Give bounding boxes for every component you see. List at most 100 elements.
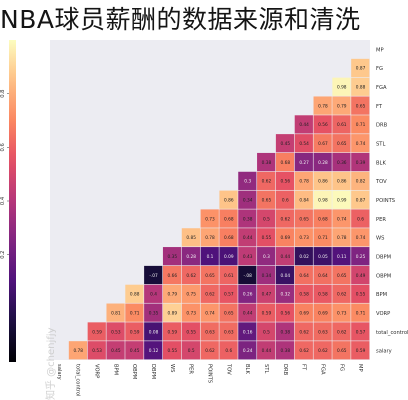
cell-value-label: 0.36 [337,160,347,166]
x-tick-label: FGA [319,364,325,375]
heatmap-cell [351,152,370,172]
heatmap-cell [144,284,163,303]
cell-value-label: 0.5 [263,329,270,335]
cell-value-label: 0.35 [168,254,178,260]
colorbar-tick-label: 0.6 [0,143,6,151]
y-tick-label: FG [376,66,383,72]
cell-value-label: 0.68 [224,216,234,222]
heatmap-cell [162,247,182,266]
cell-value-label: 0.89 [168,310,178,316]
x-tick-label: OBPM [131,364,137,379]
heatmap-cell [351,77,370,96]
x-tick-label: FT [301,364,307,371]
heatmap-cell [200,265,219,285]
heatmap-cell [313,115,332,134]
cell-value-label: 0.73 [186,310,196,316]
cell-value-label: 0.68 [318,216,328,222]
cell-value-label: 0.65 [337,273,347,279]
heatmap-cell [275,134,295,153]
heatmap-cell [294,284,313,303]
heatmap-cell [238,322,257,341]
cell-value-label: 0.56 [281,310,291,316]
heatmap-cell [332,303,351,322]
cell-value-label: 0.82 [356,179,366,185]
heatmap-cell [238,228,257,247]
heatmap-cell [162,322,182,341]
heatmap-cell [294,322,313,341]
cell-value-label: 0.28 [318,160,328,166]
heatmap-cell [219,303,238,322]
heatmap-cell [351,171,370,190]
cell-value-label: 0.59 [262,310,272,316]
heatmap-cell [275,190,295,209]
heatmap-cell [313,341,332,360]
cell-value-label: 0.62 [205,348,215,354]
heatmap-cell [257,265,276,285]
cell-value-label: -.07 [149,273,158,279]
cell-value-label: 0.73 [205,216,215,222]
page-title: NBA球员薪酬的数据来源和清洗 [0,5,361,34]
heatmap-cell [351,228,370,247]
y-tick-label: salary [376,349,392,355]
cell-value-label: 0.24 [243,348,253,354]
heatmap-cell [332,341,351,360]
heatmap-cell [294,341,313,360]
heatmap-cell [294,171,313,190]
cell-value-label: 0.26 [243,292,253,298]
heatmap-cell [181,303,200,322]
cell-value-label: 0.54 [299,141,309,147]
heatmap-cell [257,284,276,303]
heatmap-cell [313,209,332,228]
cell-value-label: 0.34 [243,198,253,204]
cell-value-label: 0.3 [244,179,251,185]
heatmap-cell [332,190,351,209]
heatmap-cell [219,209,238,228]
heatmap-cell [257,322,276,341]
heatmap-cell [332,265,351,285]
cell-value-label: 0.45 [281,141,291,147]
cell-value-label: 0.5 [188,348,195,354]
heatmap-cell [181,247,200,266]
cell-value-label: 0.78 [337,235,347,241]
heatmap-cell [351,190,370,209]
cell-value-label: 0.69 [299,310,309,316]
heatmap-cell [332,171,351,190]
cell-value-label: 0.3 [263,254,270,260]
cell-value-label: 0.59 [168,329,178,335]
heatmap-cell [219,341,238,360]
cell-value-label: 0.67 [318,141,328,147]
heatmap-cell [162,265,182,285]
x-tick-label: salary [56,364,62,380]
heatmap-cell [313,190,332,209]
heatmap-cell [144,341,163,360]
cell-value-label: 0.69 [281,235,291,241]
cell-value-label: 0.02 [299,254,309,260]
cell-value-label: 0.65 [337,141,347,147]
y-tick-label: POINTS [376,198,395,204]
heatmap-cell [257,303,276,322]
y-tick-label: DBPM [376,254,391,260]
heatmap-cell [332,96,351,115]
cell-value-label: 0.09 [224,254,234,260]
cell-value-label: 0.73 [337,310,347,316]
x-tick-label: FG [338,364,344,371]
cell-value-label: 0.65 [224,310,234,316]
cell-value-label: 0.45 [111,348,121,354]
heatmap-cell [294,247,313,266]
heatmap-cell [332,228,351,247]
heatmap-cell [200,322,219,341]
heatmap-cell [125,284,144,303]
colorbar-tick-label: 0.8 [0,90,6,98]
cell-value-label: 0.98 [318,198,328,204]
cell-value-label: 0.16 [243,329,253,335]
cell-value-label: 0.34 [262,273,272,279]
cell-value-label: 0.56 [281,179,291,185]
cell-value-label: 0.68 [224,235,234,241]
cell-value-label: 0.63 [318,329,328,335]
cell-value-label: 0.61 [224,273,234,279]
heatmap-cell [238,171,257,190]
heatmap-cell [275,303,295,322]
heatmap-cell [125,341,144,360]
cell-value-label: 0.11 [337,254,347,260]
